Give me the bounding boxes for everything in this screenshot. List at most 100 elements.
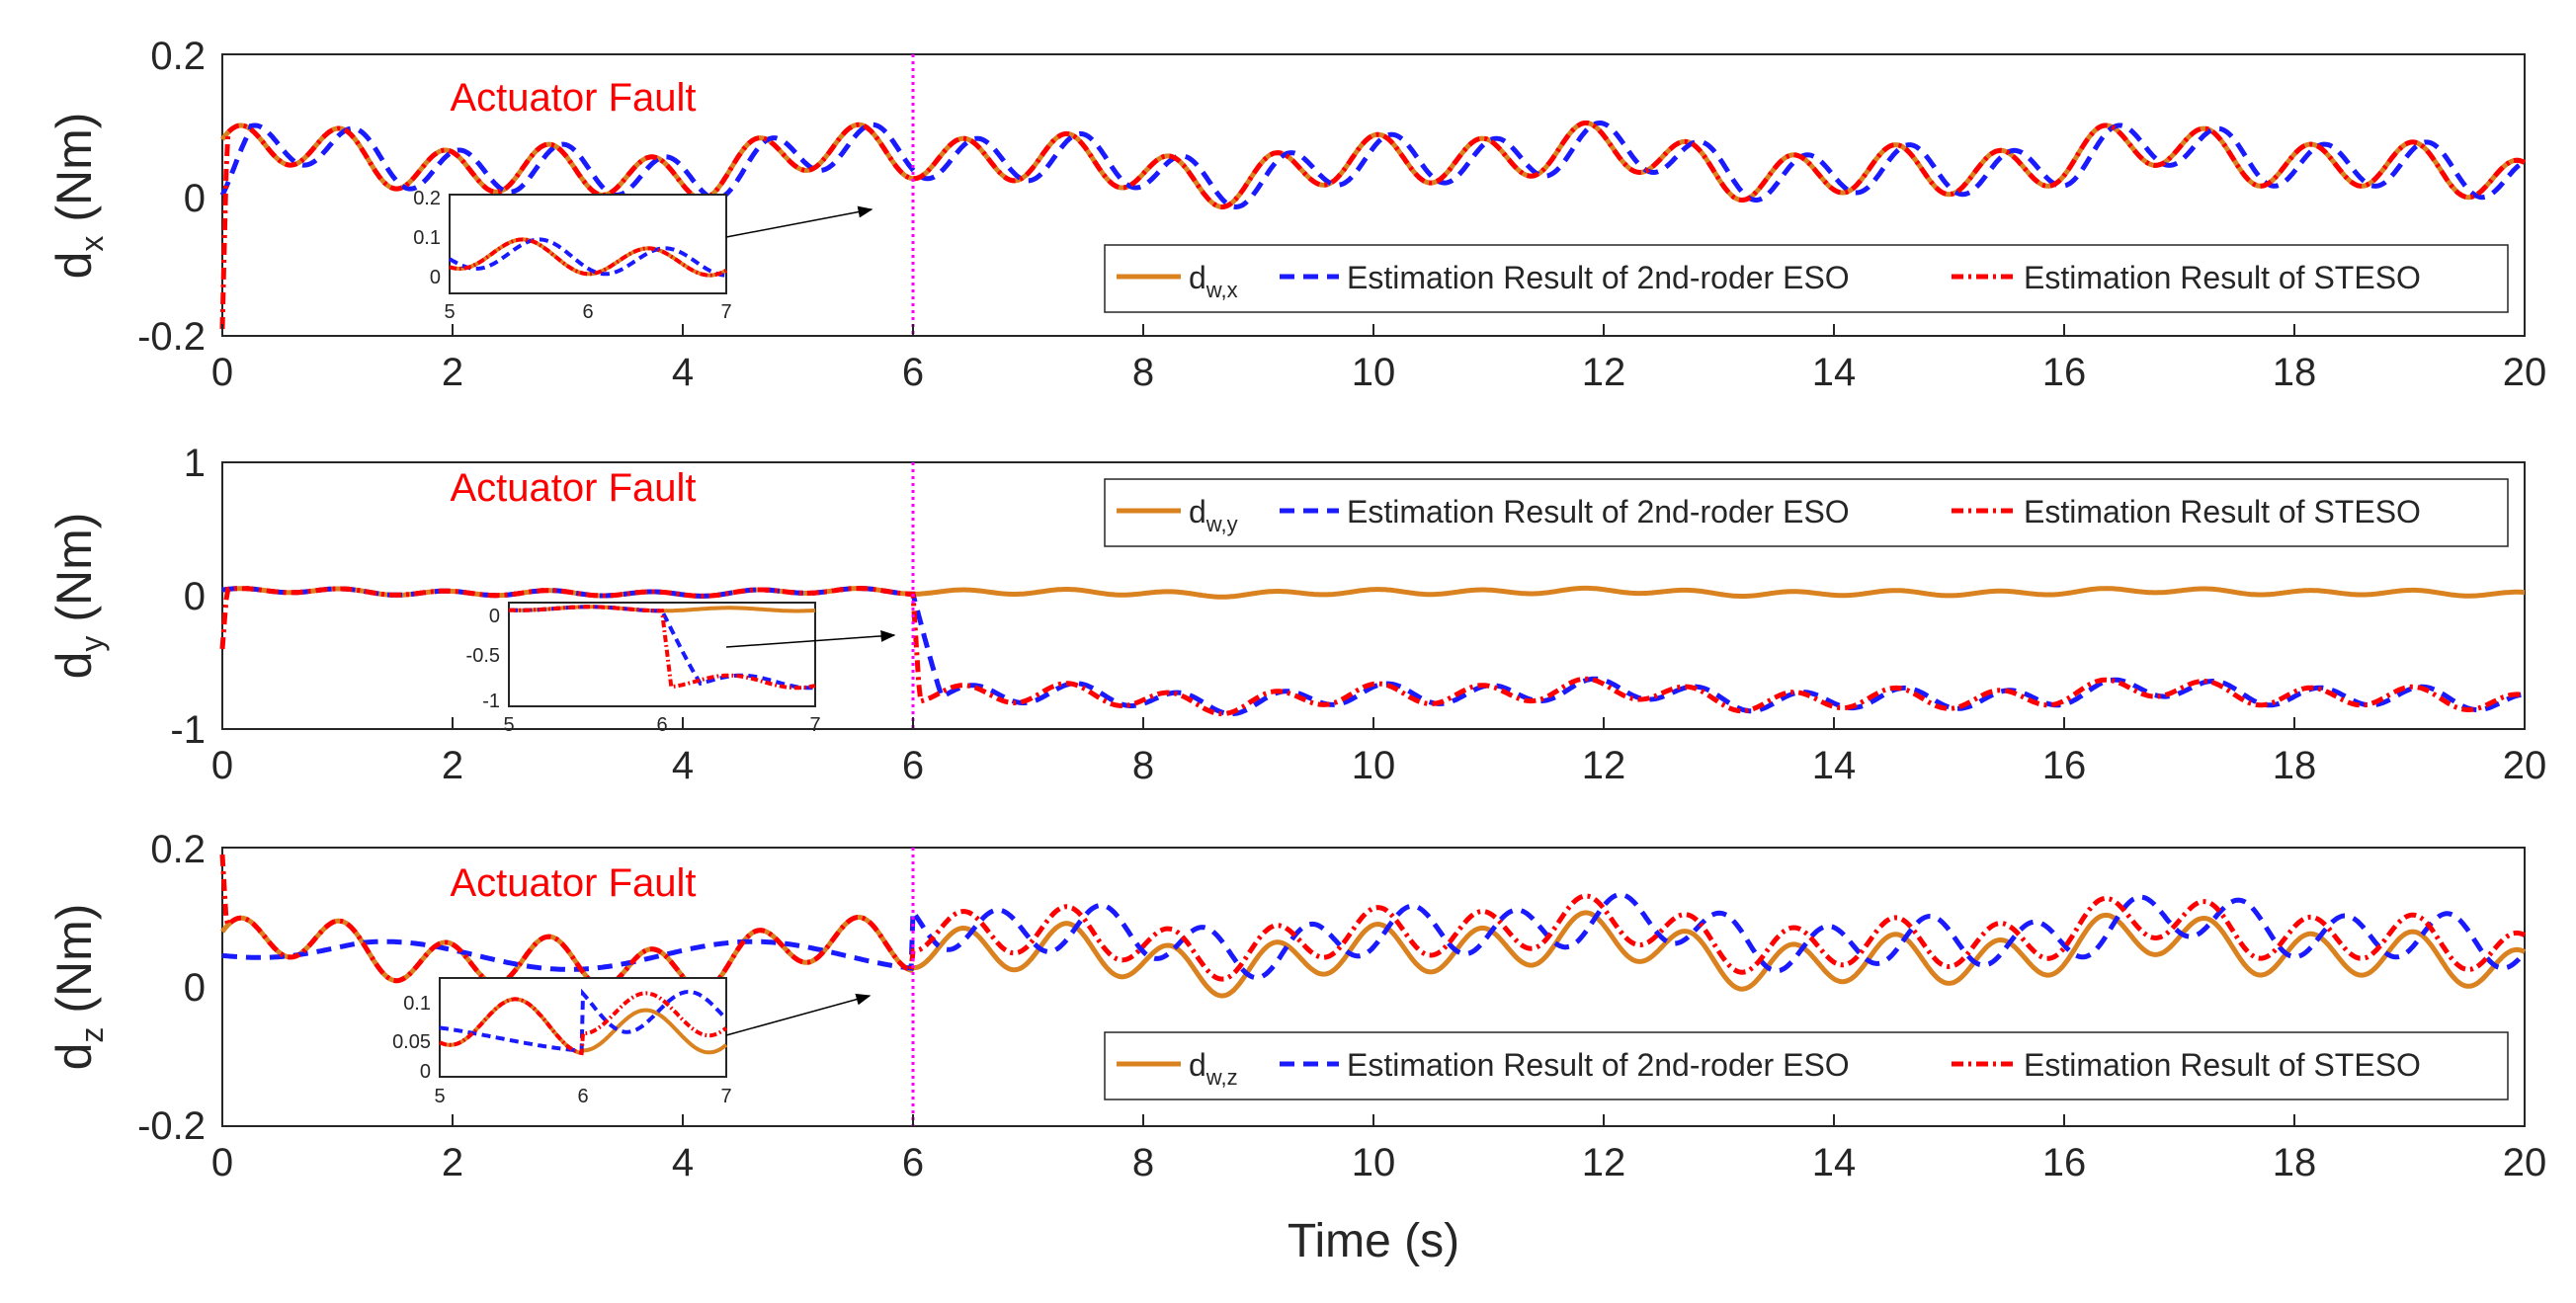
x-tick-label: 4 xyxy=(672,351,694,394)
inset-y-tick-label: -1 xyxy=(482,691,500,712)
inset-y-tick-label: 0 xyxy=(430,267,441,288)
zoom-arrow xyxy=(725,629,896,648)
x-tick-label: 14 xyxy=(1812,1141,1857,1184)
inset-series-layer xyxy=(449,237,727,278)
inset: 0 -0.5 -1 5 6 7 xyxy=(466,602,896,736)
panel-dz: Actuator Fault 0.2 0 -0.2 0 2 4 6 8 10 12 14 16 1… xyxy=(46,828,2546,1184)
y-tick-label: 0 xyxy=(184,966,206,1010)
x-tick-label: 6 xyxy=(902,1141,924,1184)
x-tick-label: 4 xyxy=(672,1141,694,1184)
inset-y-tick-label: 0 xyxy=(489,606,500,627)
x-tick-label: 10 xyxy=(1352,744,1396,787)
series-eso xyxy=(219,120,2527,210)
x-tick-label: 14 xyxy=(1812,351,1857,394)
series-layer xyxy=(219,585,2526,717)
inset-x-tick-label: 6 xyxy=(582,301,593,323)
inset-box xyxy=(508,602,816,707)
x-tick-label: 6 xyxy=(902,351,924,394)
x-tick-label: 8 xyxy=(1132,1141,1154,1184)
inset-series-layer xyxy=(439,988,728,1056)
x-tick-label: 12 xyxy=(1582,351,1626,394)
legend-steso-label: Estimation Result of STESO xyxy=(2024,1047,2421,1083)
x-tick-label: 0 xyxy=(211,1141,233,1184)
x-tick-labels: 0 2 4 6 8 10 12 14 16 18 20 xyxy=(211,1114,2546,1184)
series-eso xyxy=(221,892,2527,981)
fault-annotation: Actuator Fault xyxy=(450,466,696,510)
zoom-arrow xyxy=(725,993,872,1036)
x-tick-label: 0 xyxy=(211,744,233,787)
inset-x-tick-label: 5 xyxy=(444,301,455,323)
x-tick-label: 14 xyxy=(1812,744,1857,787)
inset: 0.2 0.1 0 5 6 7 xyxy=(413,188,873,323)
legend: dw,z Estimation Result of 2nd-roder ESO … xyxy=(1104,1031,2509,1100)
inset-series-eso xyxy=(449,237,726,278)
inset-series-steso xyxy=(449,237,727,278)
y-axis-label: dy (Nm) xyxy=(46,513,110,680)
y-tick-label: 0.2 xyxy=(150,35,206,78)
legend-eso-label: Estimation Result of 2nd-roder ESO xyxy=(1347,1047,1850,1083)
y-tick-label: 1 xyxy=(184,442,206,485)
legend-dw-label: dw,x xyxy=(1189,260,1238,302)
legend-eso-label: Estimation Result of 2nd-roder ESO xyxy=(1347,260,1850,295)
x-tick-label: 12 xyxy=(1582,744,1626,787)
legend-dw-label: dw,y xyxy=(1189,494,1238,536)
inset-x-tick-label: 7 xyxy=(720,301,731,323)
zoom-arrow xyxy=(725,205,873,238)
inset-x-tick-label: 6 xyxy=(656,714,667,736)
x-tick-label: 0 xyxy=(211,351,233,394)
legend-steso-label: Estimation Result of STESO xyxy=(2024,494,2421,529)
series-steso xyxy=(219,121,2527,329)
inset-x-tick-label: 6 xyxy=(577,1086,588,1107)
x-tick-label: 20 xyxy=(2503,351,2547,394)
inset-y-tick-label: 0.1 xyxy=(413,227,441,249)
inset-x-tick-label: 5 xyxy=(434,1086,445,1107)
x-tick-label: 18 xyxy=(2273,351,2317,394)
inset-y-tick-label: 0.05 xyxy=(392,1031,431,1053)
legend-steso-label: Estimation Result of STESO xyxy=(2024,260,2421,295)
y-tick-label: 0 xyxy=(184,575,206,618)
x-tick-labels: 0 2 4 6 8 10 12 14 16 18 20 xyxy=(211,324,2546,394)
y-tick-label: -1 xyxy=(170,708,206,752)
inset-y-tick-label: 0.2 xyxy=(413,188,441,209)
x-tick-label: 8 xyxy=(1132,744,1154,787)
legend-eso-label: Estimation Result of 2nd-roder ESO xyxy=(1347,494,1850,529)
inset: 0.1 0.05 0 5 6 7 xyxy=(392,977,872,1107)
x-tick-label: 10 xyxy=(1352,1141,1396,1184)
legend-box xyxy=(1104,1031,2509,1100)
inset-x-tick-label: 7 xyxy=(720,1086,731,1107)
y-tick-label: 0 xyxy=(184,177,206,220)
x-tick-label: 6 xyxy=(902,744,924,787)
x-tick-label: 12 xyxy=(1582,1141,1626,1184)
x-tick-label: 2 xyxy=(442,351,463,394)
fault-annotation: Actuator Fault xyxy=(450,861,696,905)
series-steso xyxy=(219,586,2526,717)
x-tick-label: 4 xyxy=(672,744,694,787)
panel-dy: Actuator Fault 1 0 -1 0 2 4 6 8 10 12 14 16 18 20 … xyxy=(46,442,2546,787)
x-tick-label: 2 xyxy=(442,1141,463,1184)
legend-dw-label: dw,z xyxy=(1189,1047,1238,1090)
x-tick-labels: 0 2 4 6 8 10 12 14 16 18 20 xyxy=(211,717,2546,787)
x-tick-label: 8 xyxy=(1132,351,1154,394)
inset-y-tick-label: 0 xyxy=(420,1061,431,1083)
x-axis-label: Time (s) xyxy=(1288,1215,1459,1267)
x-tick-label: 10 xyxy=(1352,351,1396,394)
inset-series-steso xyxy=(439,991,728,1056)
fault-annotation: Actuator Fault xyxy=(450,76,696,120)
x-tick-label: 18 xyxy=(2273,1141,2317,1184)
series-eso xyxy=(221,586,2526,717)
y-axis-label: dx (Nm) xyxy=(46,113,110,280)
x-tick-label: 16 xyxy=(2042,351,2087,394)
inset-x-tick-label: 7 xyxy=(809,714,820,736)
inset-box xyxy=(449,194,727,294)
legend: dw,x Estimation Result of 2nd-roder ESO … xyxy=(1104,244,2509,313)
y-tick-label: -0.2 xyxy=(137,1104,206,1148)
y-axis-label: dz (Nm) xyxy=(46,904,110,1071)
inset-x-tick-label: 5 xyxy=(503,714,514,736)
legend: dw,y Estimation Result of 2nd-roder ESO … xyxy=(1104,478,2509,547)
x-tick-label: 20 xyxy=(2503,744,2547,787)
legend-box xyxy=(1104,478,2509,547)
inset-y-tick-label: -0.5 xyxy=(466,645,500,667)
y-tick-label: 0.2 xyxy=(150,828,206,871)
inset-series-steso xyxy=(508,605,816,691)
x-tick-label: 16 xyxy=(2042,1141,2087,1184)
